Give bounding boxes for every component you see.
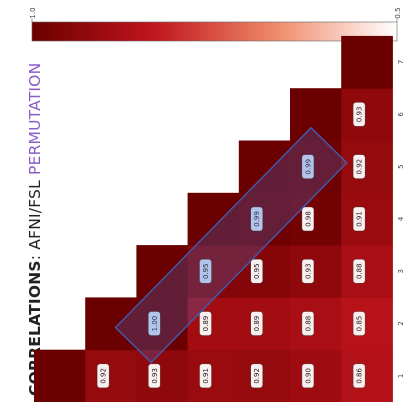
heatmap-cell	[34, 349, 86, 402]
heatmap-cell	[136, 245, 189, 298]
cell-value-label: 0.99	[253, 211, 261, 227]
heatmap-cell	[187, 192, 240, 246]
cell-value-box	[352, 363, 366, 389]
colorbar-tick-label: 0.5	[394, 7, 402, 18]
colorbar-tick-label: 1.0	[29, 7, 37, 18]
cell-value-box	[199, 311, 212, 336]
cell-value-box	[148, 363, 161, 389]
cell-value-box	[199, 259, 212, 284]
cell-value-box	[250, 206, 263, 232]
heatmap-cell	[341, 35, 393, 89]
cell-value-box	[96, 363, 110, 389]
cell-value-label: 0.91	[356, 211, 364, 227]
heatmap-cell	[341, 297, 393, 351]
cell-value-box	[250, 311, 263, 336]
axis-tick-label: 4	[397, 216, 405, 221]
cell-value-box	[301, 259, 315, 284]
cell-value-label: 0.86	[356, 368, 364, 384]
cell-value-label: 1.00	[151, 316, 159, 332]
heatmap-cell	[187, 297, 240, 351]
cell-value-label: 0.99	[304, 159, 312, 175]
cell-value-label: 0.95	[202, 263, 210, 279]
cell-value-label: 0.85	[356, 316, 364, 332]
axis-tick-label: 1	[397, 374, 405, 378]
cell-value-label: 0.88	[356, 263, 364, 279]
heatmap-cell	[136, 297, 189, 351]
cell-value-box	[352, 206, 366, 232]
heatmap-cell	[136, 349, 189, 402]
heatmap-cell	[238, 297, 291, 351]
heatmap-cell	[341, 192, 393, 246]
cell-value-label: 0.90	[304, 368, 312, 384]
cell-value-box	[301, 363, 315, 389]
cell-value-box	[148, 311, 161, 336]
cell-value-label: 0.92	[100, 368, 108, 384]
heatmap-cell	[85, 349, 137, 402]
axis-tick-label: 7	[397, 60, 405, 64]
cell-value-label: 0.98	[304, 211, 312, 227]
cell-value-label: 0.95	[253, 263, 261, 279]
cell-value-label: 0.92	[356, 159, 364, 175]
heatmap-cell	[85, 297, 137, 351]
heatmap-cell	[290, 192, 342, 246]
heatmap-cell	[187, 245, 240, 298]
axis-tick-label: 2	[397, 321, 405, 325]
cell-value-box	[301, 311, 315, 336]
heatmap-cell	[187, 349, 240, 402]
cell-value-label: 0.89	[253, 316, 261, 332]
cell-value-box	[352, 102, 366, 127]
cell-value-box	[301, 206, 315, 232]
heatmap-cell	[341, 88, 393, 141]
cell-value-box	[352, 311, 366, 336]
cell-value-label: 0.88	[304, 316, 312, 332]
heatmap-cell	[238, 140, 291, 194]
colorbar	[31, 21, 398, 42]
cell-value-label: 0.93	[151, 368, 159, 384]
highlight-band	[114, 126, 348, 364]
cell-value-box	[301, 154, 315, 179]
heatmap-cell	[238, 245, 291, 298]
heatmap-cell	[238, 192, 291, 246]
cell-value-box	[199, 363, 212, 389]
cell-value-box	[352, 154, 366, 179]
cell-value-box	[250, 259, 263, 284]
heatmap-cell	[290, 297, 342, 351]
heatmap-cell	[341, 245, 393, 298]
cell-value-label: 0.92	[253, 368, 261, 384]
heatmap-cell	[290, 349, 342, 402]
axis-tick-label: 3	[397, 269, 405, 273]
cell-value-label: 0.93	[304, 263, 312, 279]
cell-value-label: 0.89	[202, 316, 210, 332]
heatmap-cell	[341, 349, 393, 402]
heatmap-cell	[290, 245, 342, 298]
axis-tick-label: 6	[397, 112, 405, 117]
axis-tick-label: 5	[397, 164, 405, 168]
heatmap-cell	[238, 349, 291, 402]
cell-value-box	[250, 363, 263, 389]
cell-value-label: 0.93	[356, 107, 364, 123]
cell-value-box	[352, 259, 366, 284]
cell-value-label: 0.91	[202, 368, 210, 384]
heatmap-cell	[341, 140, 393, 194]
